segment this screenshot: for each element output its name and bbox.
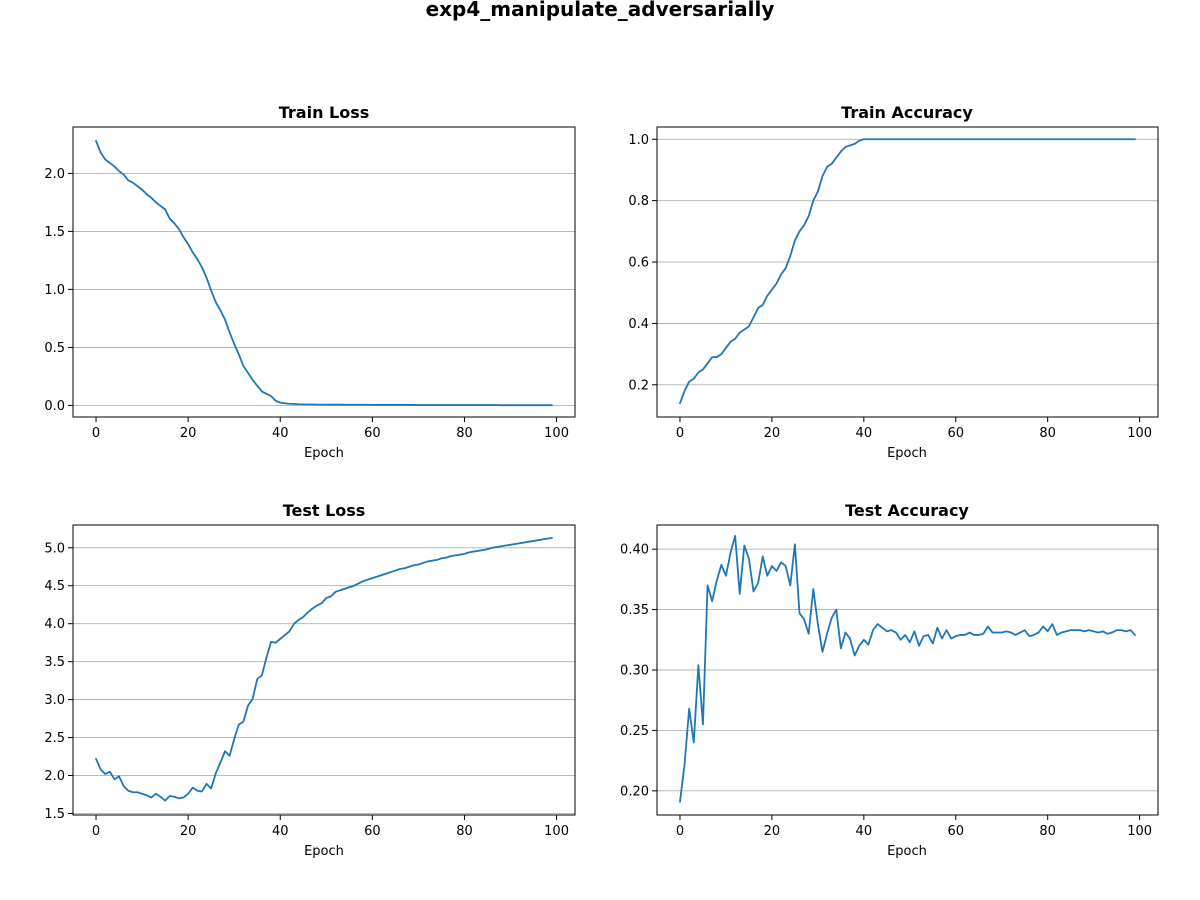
x-axis-label: Epoch: [304, 844, 344, 859]
x-tick-label: 80: [1039, 824, 1056, 839]
x-tick-label: 60: [947, 426, 964, 441]
panel-train-accuracy: Train Accuracy Epoch 0 20 40 60 80 1000.20.40…: [628, 103, 1159, 461]
x-axis-label: Epoch: [887, 844, 927, 859]
series-line: [95, 537, 553, 802]
y-tick-label: 2.0: [44, 167, 65, 182]
figure-title: exp4_manipulate_adversarially: [426, 0, 775, 21]
x-axis: 0 20 40 60 80 100: [676, 417, 1152, 441]
axes-frame: [656, 126, 1159, 418]
x-tick-label: 0: [92, 824, 100, 839]
y-grid: [73, 547, 575, 814]
y-axis: 0.20 0.25 0.30 0.35 0.40: [620, 543, 657, 799]
y-tick-label: 0.4: [628, 317, 649, 332]
y-tick-label: 5.0: [44, 541, 65, 556]
x-tick-label: 100: [544, 426, 569, 441]
panel-train-loss: Train Loss Epoch 0 20 40 60 80 100 0.0 0.5 1.0 1.…: [44, 103, 576, 461]
y-axis: 0.0 0.5 1.0 1.5 2.0: [44, 167, 73, 414]
x-axis-label: Epoch: [304, 446, 344, 461]
series-line: [679, 138, 1136, 405]
y-tick-label: 0.40: [620, 543, 649, 558]
x-axis: 0 20 40 60 80 100: [92, 815, 569, 839]
x-tick-label: 40: [272, 824, 289, 839]
x-tick-label: 40: [272, 426, 289, 441]
y-tick-label: 0.8: [628, 194, 649, 209]
x-tick-label: 100: [1127, 824, 1152, 839]
x-axis: 0 20 40 60 80 100: [676, 815, 1152, 839]
panel-title: Test Loss: [283, 501, 366, 520]
x-tick-label: 20: [764, 426, 781, 441]
x-tick-label: 60: [364, 426, 381, 441]
y-tick-label: 3.0: [44, 693, 65, 708]
x-tick-label: 40: [856, 824, 873, 839]
x-axis: 0 20 40 60 80 100: [92, 417, 569, 441]
axes-frame: [72, 126, 576, 418]
x-tick-label: 80: [456, 824, 473, 839]
y-grid: [657, 548, 1158, 792]
y-tick-label: 0.20: [620, 784, 649, 799]
panel-test-loss: Test Loss Epoch 0 20 40 60 80 100 1.5 2.0 2.5 3.0…: [44, 501, 576, 859]
x-tick-label: 20: [180, 426, 197, 441]
y-tick-label: 2.0: [44, 769, 65, 784]
y-axis: 0.2 0.4 0.6 0.8 1.0: [628, 133, 657, 393]
panel-title: Test Accuracy: [845, 501, 969, 520]
x-axis-label: Epoch: [887, 446, 927, 461]
panel-test-accuracy: Test Accuracy Epoch 0 20 40 60 80 100 0.20 0.25…: [620, 501, 1159, 859]
y-axis: 1.5 2.0 2.5 3.0 3.5 4.0 4.5 5.0: [44, 541, 73, 822]
y-tick-label: 1.0: [44, 283, 65, 298]
y-tick-label: 2.5: [44, 731, 65, 746]
y-tick-label: 1.0: [628, 133, 649, 148]
y-tick-label: 4.0: [44, 617, 65, 632]
y-tick-label: 0.6: [628, 256, 649, 271]
y-tick-label: 0.35: [620, 603, 649, 618]
x-tick-label: 0: [676, 426, 684, 441]
x-tick-label: 60: [947, 824, 964, 839]
panel-title: Train Accuracy: [841, 103, 973, 122]
y-tick-label: 1.5: [44, 807, 65, 822]
series-line: [95, 140, 553, 407]
x-tick-label: 80: [456, 426, 473, 441]
axes-frame: [72, 524, 576, 816]
panel-title: Train Loss: [279, 103, 370, 122]
y-tick-label: 0.0: [44, 399, 65, 414]
x-tick-label: 20: [180, 824, 197, 839]
x-tick-label: 0: [92, 426, 100, 441]
x-tick-label: 100: [1127, 426, 1152, 441]
y-tick-label: 3.5: [44, 655, 65, 670]
y-tick-label: 4.5: [44, 579, 65, 594]
x-tick-label: 60: [364, 824, 381, 839]
x-tick-label: 40: [856, 426, 873, 441]
x-tick-label: 0: [676, 824, 684, 839]
x-tick-label: 100: [544, 824, 569, 839]
x-tick-label: 20: [764, 824, 781, 839]
y-tick-label: 0.5: [44, 341, 65, 356]
series-line: [679, 534, 1136, 803]
y-tick-label: 0.25: [620, 724, 649, 739]
y-tick-label: 1.5: [44, 225, 65, 240]
x-tick-label: 80: [1039, 426, 1056, 441]
y-tick-label: 0.30: [620, 664, 649, 679]
y-tick-label: 0.2: [628, 378, 649, 393]
